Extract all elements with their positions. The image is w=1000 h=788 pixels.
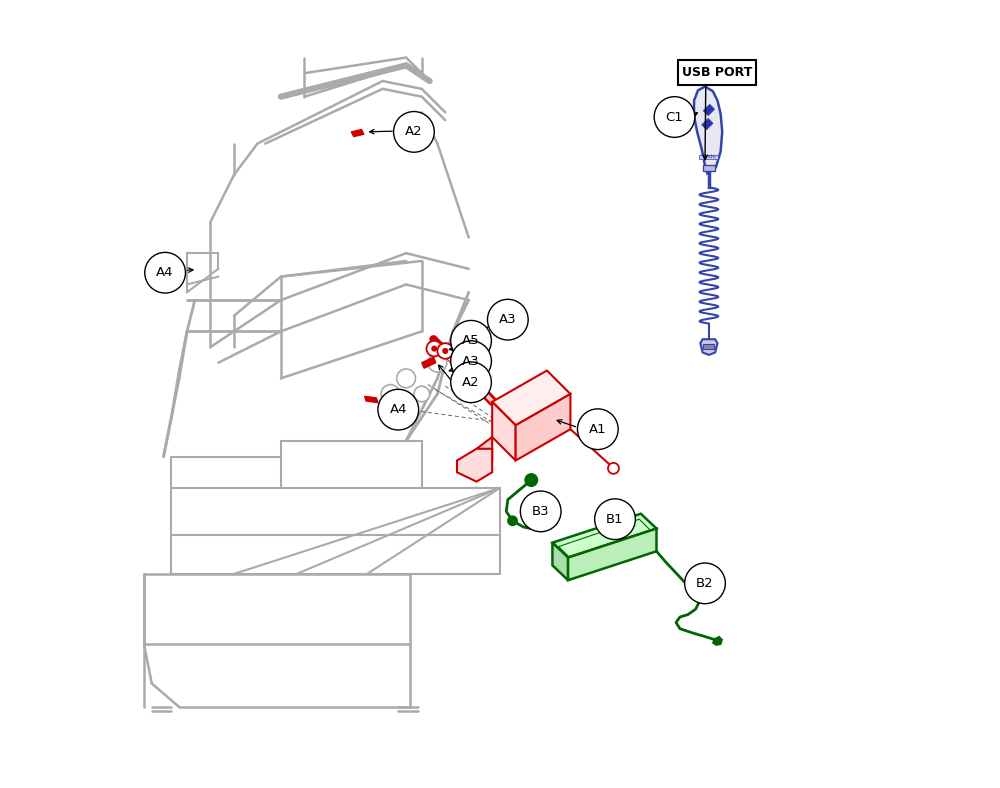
Circle shape [508, 516, 517, 526]
Text: B1: B1 [606, 513, 624, 526]
Circle shape [525, 474, 538, 486]
Text: A4: A4 [390, 403, 407, 416]
Text: C1: C1 [666, 110, 683, 124]
Polygon shape [552, 543, 568, 580]
Polygon shape [351, 129, 364, 136]
Circle shape [414, 386, 430, 402]
Text: B3: B3 [532, 505, 549, 518]
Polygon shape [703, 105, 714, 116]
Bar [699, 154, 718, 159]
Circle shape [520, 491, 561, 532]
Text: A4: A4 [156, 266, 174, 279]
Circle shape [595, 499, 635, 540]
Circle shape [443, 348, 448, 353]
Text: USB PORT: USB PORT [682, 66, 752, 79]
Circle shape [451, 362, 491, 403]
Circle shape [654, 97, 695, 137]
Bar [703, 344, 714, 349]
Polygon shape [422, 357, 436, 368]
Text: B2: B2 [696, 577, 714, 590]
Circle shape [428, 353, 447, 372]
Polygon shape [477, 437, 492, 472]
Circle shape [426, 340, 442, 356]
Text: A1: A1 [589, 422, 607, 436]
FancyBboxPatch shape [678, 60, 756, 85]
Circle shape [145, 252, 185, 293]
Circle shape [437, 343, 453, 359]
Polygon shape [365, 396, 378, 403]
Polygon shape [552, 514, 656, 558]
Polygon shape [713, 637, 722, 645]
Circle shape [487, 299, 528, 340]
Polygon shape [702, 118, 713, 129]
Circle shape [432, 346, 437, 351]
Circle shape [451, 321, 491, 361]
Circle shape [394, 112, 434, 152]
Circle shape [451, 340, 491, 381]
Polygon shape [492, 370, 570, 426]
Text: A3: A3 [462, 355, 480, 368]
Circle shape [685, 563, 725, 604]
Circle shape [397, 369, 415, 388]
Circle shape [381, 385, 400, 403]
Circle shape [577, 409, 618, 449]
Polygon shape [568, 529, 656, 580]
Text: A5: A5 [462, 334, 480, 348]
Polygon shape [457, 449, 492, 481]
Polygon shape [694, 87, 722, 173]
Circle shape [608, 463, 619, 474]
Text: A2: A2 [462, 376, 480, 388]
Bar [703, 165, 715, 171]
Polygon shape [492, 402, 516, 460]
Text: A2: A2 [405, 125, 423, 139]
Text: A3: A3 [499, 313, 517, 326]
Circle shape [692, 589, 701, 599]
Polygon shape [700, 339, 718, 355]
Polygon shape [516, 394, 570, 460]
Text: Pride: Pride [702, 154, 716, 159]
Circle shape [378, 389, 419, 430]
